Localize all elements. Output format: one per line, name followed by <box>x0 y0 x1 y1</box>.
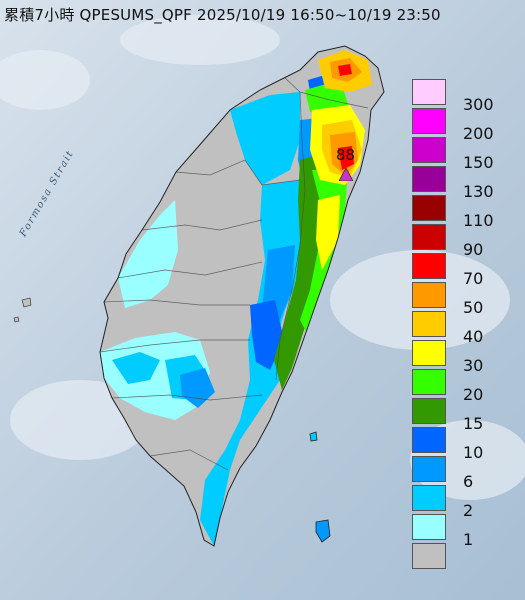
legend-swatch <box>412 485 446 511</box>
green-island <box>309 431 318 442</box>
legend-label: 50 <box>463 298 484 317</box>
legend-swatch <box>412 253 446 279</box>
rain-30mm-east-area <box>316 195 340 270</box>
legend-label: 10 <box>463 443 484 462</box>
rain-10mm-central-area <box>250 300 284 370</box>
legend-swatch <box>412 543 446 569</box>
rain-2mm-west-area <box>112 352 160 384</box>
penghu-island <box>21 297 32 308</box>
legend-label: 130 <box>463 182 494 201</box>
legend-swatch <box>412 282 446 308</box>
legend-label: 300 <box>463 95 494 114</box>
legend-label: 1 <box>463 530 474 549</box>
small-islands <box>13 297 331 543</box>
rain-70mm-north-area <box>338 64 352 76</box>
legend-swatch <box>412 195 446 221</box>
legend-swatch <box>412 137 446 163</box>
legend-swatch <box>412 108 446 134</box>
legend-label: 40 <box>463 327 484 346</box>
peak-value-label: 88 <box>336 146 356 164</box>
legend-label: 90 <box>463 240 484 259</box>
legend-swatch <box>412 514 446 540</box>
orchid-island <box>315 519 331 543</box>
legend-label: 200 <box>463 124 494 143</box>
peak-triangle-icon <box>339 168 353 181</box>
legend-swatch <box>412 340 446 366</box>
penghu-islet <box>13 316 20 323</box>
legend-label: 30 <box>463 356 484 375</box>
legend-label: 150 <box>463 153 494 172</box>
legend-swatch <box>412 398 446 424</box>
legend-label: 6 <box>463 472 474 491</box>
rain-1mm-west-area <box>118 200 178 308</box>
legend-label: 110 <box>463 211 494 230</box>
county-boundaries <box>99 77 369 471</box>
legend-swatch <box>412 427 446 453</box>
rain-70mm-yilan-area <box>338 146 354 170</box>
legend-swatch <box>412 224 446 250</box>
rainfall-legend: 300 200 150 130 110 90 70 50 40 30 20 15 10 6 2 1 <box>412 79 522 571</box>
rain-2mm-north-area <box>230 92 300 185</box>
legend-label: 70 <box>463 269 484 288</box>
legend-swatch <box>412 456 446 482</box>
legend-swatch <box>412 166 446 192</box>
legend-swatch <box>412 311 446 337</box>
legend-label: 2 <box>463 501 474 520</box>
legend-label: 15 <box>463 414 484 433</box>
legend-swatch <box>412 79 446 105</box>
rain-6mm-south-area <box>180 368 215 408</box>
legend-label: 20 <box>463 385 484 404</box>
taiwan-coastline <box>99 45 385 547</box>
legend-swatch <box>412 369 446 395</box>
map-title: 累積7小時 QPESUMS_QPF 2025/10/19 16:50~10/19… <box>4 6 441 24</box>
